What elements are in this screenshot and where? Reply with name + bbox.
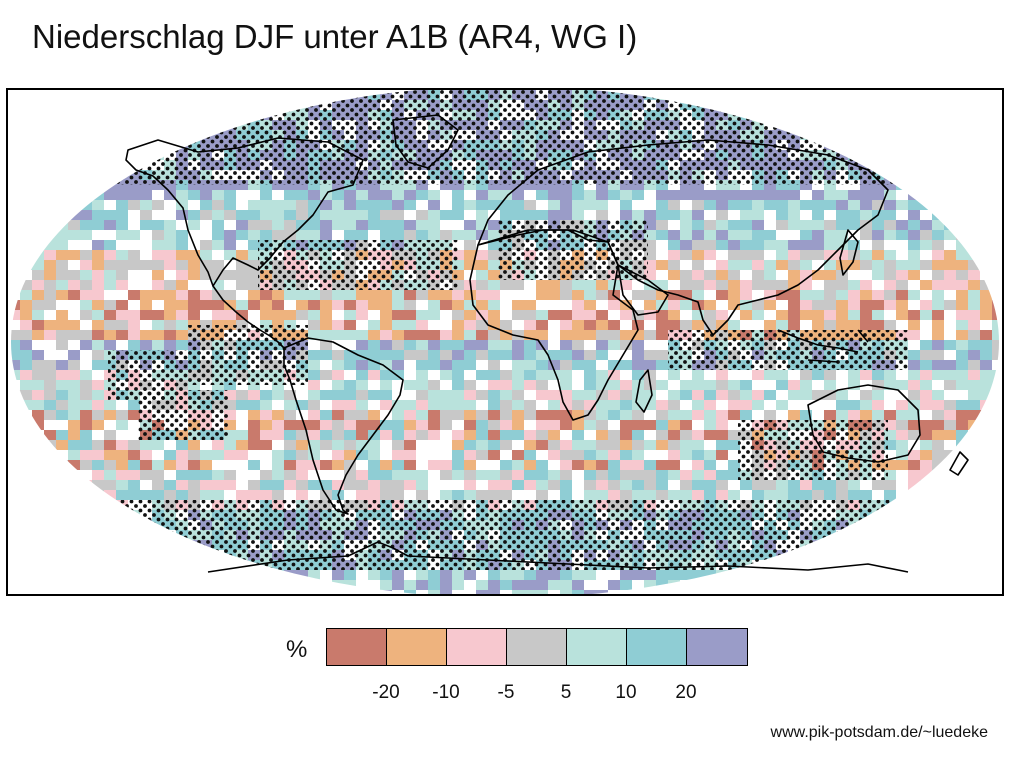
coast-antarctica	[207, 541, 909, 573]
coast-australia	[807, 384, 921, 463]
legend-tick-5: 20	[675, 682, 697, 703]
coast-eurasia	[477, 139, 889, 336]
legend-tick-0: -20	[372, 682, 400, 703]
map-title: Niederschlag DJF unter A1B (AR4, WG I)	[32, 18, 638, 55]
coast-japan	[839, 229, 859, 276]
legend-unit: %	[286, 636, 308, 663]
coast-madagascar	[635, 369, 653, 413]
source-credit: www.pik-potsdam.de/~luedeke	[770, 724, 988, 741]
legend-box-0	[327, 629, 387, 665]
coast-central-america	[212, 285, 285, 349]
legend-box-3	[507, 629, 567, 665]
legend-box-5	[627, 629, 687, 665]
legend-tick-1: -10	[432, 682, 460, 703]
coastlines	[125, 114, 969, 573]
legend-tick-3: 5	[560, 682, 572, 703]
coast-south-america	[283, 337, 404, 515]
coast-greenland	[392, 114, 459, 169]
precipitation-map	[11, 90, 999, 594]
legend-box-2	[447, 629, 507, 665]
coast-north-america	[125, 137, 364, 287]
legend-box-6	[687, 629, 747, 665]
coast-se-asia-islands	[777, 329, 869, 363]
color-legend	[326, 628, 748, 666]
map-frame	[6, 88, 1004, 596]
legend-box-1	[387, 629, 447, 665]
coast-new-zealand	[949, 451, 969, 476]
legend-box-4	[567, 629, 627, 665]
legend-tick-4: 10	[615, 682, 637, 703]
coast-arabia	[617, 264, 669, 316]
legend-tick-2: -5	[497, 682, 515, 703]
